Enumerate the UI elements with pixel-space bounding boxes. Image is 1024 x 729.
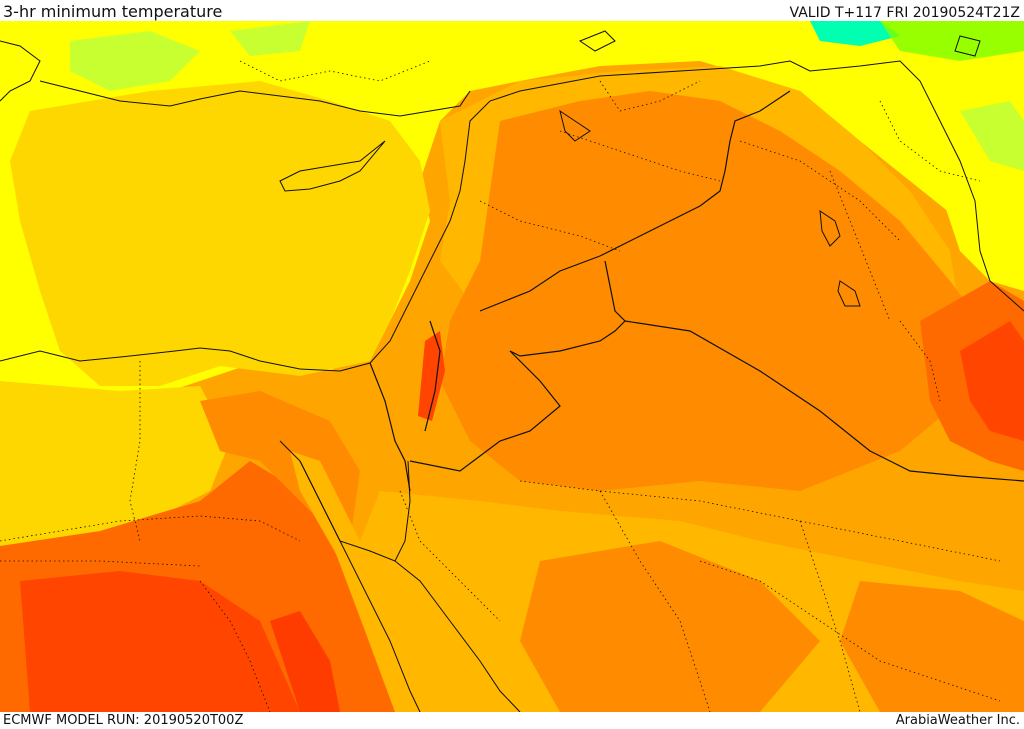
north-green-patch (70, 31, 200, 91)
map-title: 3-hr minimum temperature (3, 2, 223, 21)
map-footer: ECMWF MODEL RUN: 20190520T00Z ArabiaWeat… (0, 712, 1024, 729)
nile-red-streak (270, 611, 340, 712)
caucasus-cyan-patch (810, 21, 900, 46)
egypt-golden-field (0, 381, 230, 546)
sudan-red-field (20, 571, 300, 712)
jordan-valley-deep-orange (418, 331, 445, 421)
caucasus-green-patch (880, 21, 1024, 61)
borders-dotted (0, 60, 1001, 712)
north-green-patch-2 (230, 21, 310, 56)
valid-time-label: VALID T+117 FRI 20190524T21Z (789, 5, 1020, 21)
mediterranean-field (10, 81, 430, 386)
saudi-orange-patch (520, 541, 820, 712)
borders-solid (369, 90, 1024, 492)
red-sea-field (290, 451, 420, 712)
temperature-map[interactable] (0, 21, 1024, 712)
northeast-green-patch (960, 101, 1024, 171)
coastlines (0, 30, 1024, 712)
model-run-label: ECMWF MODEL RUN: 20190520T00Z (3, 713, 244, 728)
map-canvas (0, 21, 1024, 712)
saudi-orange-patch-2 (840, 581, 1024, 712)
map-header: 3-hr minimum temperature VALID T+117 FRI… (0, 0, 1024, 21)
gulf-red-orange (960, 321, 1024, 441)
credit-label: ArabiaWeather Inc. (895, 713, 1020, 728)
